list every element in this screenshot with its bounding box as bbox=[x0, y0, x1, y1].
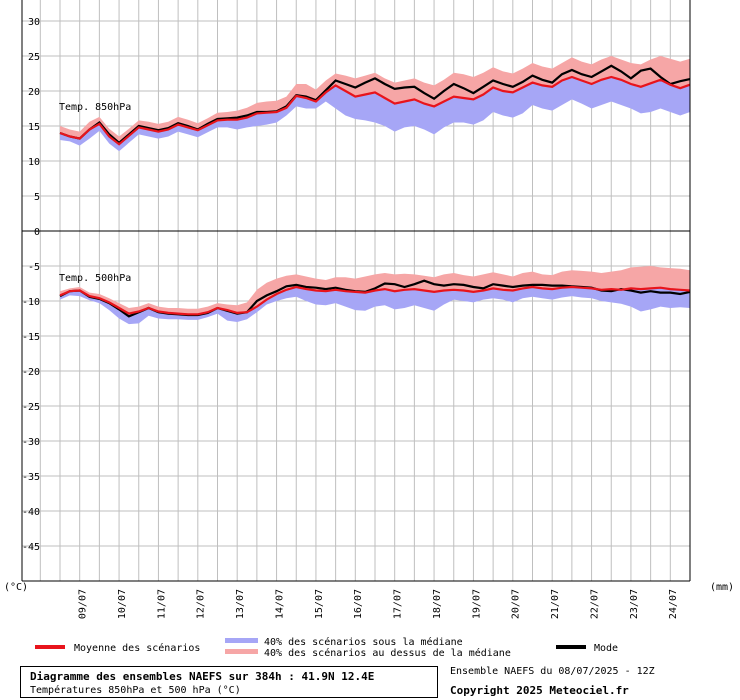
series-lines bbox=[59, 64, 691, 318]
y-tick-label: -45 bbox=[22, 542, 40, 553]
copyright-text: Copyright 2025 Meteociel.fr bbox=[450, 684, 629, 697]
legend-below-swatch bbox=[225, 638, 258, 643]
y-tick-label: -10 bbox=[22, 297, 40, 308]
legend-above-swatch bbox=[225, 649, 258, 654]
x-tick-label: 21/07 bbox=[550, 589, 561, 619]
panel-label: Temp. 850hPa bbox=[59, 102, 131, 113]
x-tick-label: 14/07 bbox=[274, 589, 285, 619]
left-unit-label: (°C) bbox=[4, 582, 28, 593]
y-tick-label: -5 bbox=[28, 262, 40, 273]
band-below-median bbox=[60, 77, 690, 152]
y-tick-label: -40 bbox=[22, 507, 40, 518]
x-tick-label: 11/07 bbox=[156, 589, 167, 619]
x-tick-label: 23/07 bbox=[629, 589, 640, 619]
y-tick-label: 20 bbox=[28, 87, 40, 98]
legend: Moyenne des scénarios 40% des scénarios s… bbox=[35, 636, 618, 659]
axis-labels: Temp. 850hPa 30 25 20 15 10 5 0 Temp. 500hPa -5 -1… bbox=[4, 17, 734, 619]
x-tick-label: 19/07 bbox=[471, 589, 482, 619]
y-tick-label: 5 bbox=[34, 192, 40, 203]
x-tick-label: 22/07 bbox=[589, 589, 600, 619]
y-tick-label: 0 bbox=[34, 227, 40, 238]
legend-above-label: 40% des scénarios au dessus de la médian… bbox=[264, 647, 511, 659]
plot-frame bbox=[21, 0, 691, 582]
x-tick-label: 13/07 bbox=[235, 589, 246, 619]
series-mean-line bbox=[59, 75, 691, 146]
chart-title: Diagramme des ensembles NAEFS sur 384h :… bbox=[30, 670, 375, 683]
y-tick-label: 15 bbox=[28, 122, 40, 133]
y-tick-label: -35 bbox=[22, 472, 40, 483]
legend-mean-swatch bbox=[35, 645, 65, 649]
panel-label: Temp. 500hPa bbox=[59, 273, 131, 284]
x-tick-label: 10/07 bbox=[117, 589, 128, 619]
y-tick-label: -20 bbox=[22, 367, 40, 378]
chart-subtitle: Températures 850hPa et 500 hPa (°C) bbox=[30, 685, 241, 696]
legend-mode-label: Mode bbox=[594, 643, 618, 654]
legend-below-label: 40% des scénarios sous la médiane bbox=[264, 636, 463, 648]
y-tick-label: -25 bbox=[22, 402, 40, 413]
legend-mode-swatch bbox=[556, 645, 586, 649]
x-tick-label: 16/07 bbox=[353, 589, 364, 619]
ensemble-run-text: Ensemble NAEFS du 08/07/2025 - 12Z bbox=[450, 666, 655, 677]
band-below-median bbox=[60, 287, 690, 325]
band-above-median bbox=[60, 56, 690, 145]
x-tick-label: 17/07 bbox=[393, 589, 404, 619]
y-tick-label: 10 bbox=[28, 157, 40, 168]
x-tick-label: 09/07 bbox=[78, 589, 89, 619]
x-tick-label: 18/07 bbox=[432, 589, 443, 619]
x-tick-label: 20/07 bbox=[511, 589, 522, 619]
x-tick-label: 24/07 bbox=[668, 589, 679, 619]
info-box bbox=[20, 666, 438, 698]
y-tick-label: -30 bbox=[22, 437, 40, 448]
x-tick-label: 15/07 bbox=[314, 589, 325, 619]
series-mean-line bbox=[59, 285, 691, 316]
x-tick-label: 12/07 bbox=[196, 589, 207, 619]
legend-mean-label: Moyenne des scénarios bbox=[74, 642, 200, 654]
y-tick-label: 30 bbox=[28, 17, 40, 28]
right-unit-label: (mm) bbox=[710, 582, 734, 593]
y-tick-label: -15 bbox=[22, 332, 40, 343]
y-tick-label: 25 bbox=[28, 52, 40, 63]
series-mode-line bbox=[59, 64, 691, 145]
